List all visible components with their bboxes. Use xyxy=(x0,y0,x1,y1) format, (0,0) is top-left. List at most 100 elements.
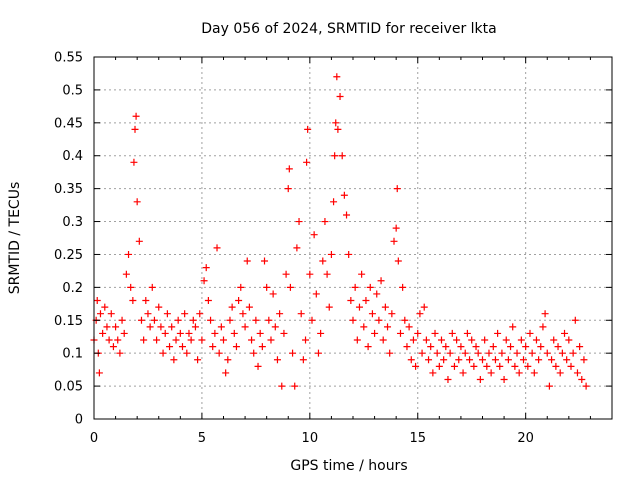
data-point xyxy=(461,349,469,357)
data-point xyxy=(496,362,504,370)
data-point xyxy=(159,349,167,357)
data-point xyxy=(558,349,566,357)
data-point xyxy=(204,297,212,305)
data-point xyxy=(392,224,400,232)
data-point xyxy=(200,277,208,285)
data-point xyxy=(362,297,370,305)
data-point xyxy=(399,283,407,291)
data-point xyxy=(474,349,482,357)
data-point xyxy=(431,329,439,337)
data-point xyxy=(125,250,133,258)
data-point xyxy=(258,343,266,351)
data-point xyxy=(390,237,398,245)
data-point xyxy=(338,152,346,160)
data-point xyxy=(386,349,394,357)
data-point xyxy=(107,310,115,318)
data-point xyxy=(191,323,199,331)
data-point xyxy=(333,73,341,81)
data-point xyxy=(524,362,532,370)
data-point xyxy=(228,303,236,311)
data-point xyxy=(358,270,366,278)
data-point xyxy=(142,297,150,305)
data-point xyxy=(132,112,140,120)
data-point xyxy=(323,270,331,278)
data-point xyxy=(285,165,293,173)
data-point xyxy=(379,336,387,344)
data-point xyxy=(105,336,113,344)
data-point xyxy=(129,297,137,305)
data-point xyxy=(304,125,312,133)
data-point xyxy=(347,297,355,305)
data-point xyxy=(573,369,581,377)
x-tick-label: 5 xyxy=(198,431,206,446)
data-point xyxy=(220,336,227,344)
data-point xyxy=(135,237,143,245)
data-point xyxy=(176,329,184,337)
data-point xyxy=(293,244,301,252)
data-point xyxy=(302,336,310,344)
data-point xyxy=(325,303,333,311)
data-point xyxy=(545,382,553,390)
data-point xyxy=(377,277,385,285)
data-point xyxy=(319,257,327,265)
data-point xyxy=(373,290,381,298)
data-point xyxy=(442,343,450,351)
data-point xyxy=(539,323,547,331)
data-point xyxy=(565,336,573,344)
data-point xyxy=(133,198,141,206)
data-point xyxy=(289,349,297,357)
data-point xyxy=(530,369,538,377)
x-axis-title: GPS time / hours xyxy=(290,458,407,474)
data-point xyxy=(130,158,138,166)
data-point xyxy=(513,349,521,357)
data-point xyxy=(321,218,329,226)
data-point xyxy=(366,283,374,291)
data-point xyxy=(331,152,339,160)
data-point xyxy=(222,369,230,377)
data-points xyxy=(90,73,590,390)
data-point xyxy=(526,329,534,337)
data-point xyxy=(161,329,169,337)
data-point xyxy=(157,323,165,331)
data-point xyxy=(355,303,363,311)
data-point xyxy=(248,336,256,344)
data-point xyxy=(517,336,525,344)
y-tick-label: 0.05 xyxy=(54,380,83,395)
x-tick-label: 20 xyxy=(517,431,534,446)
data-point xyxy=(502,336,510,344)
data-point xyxy=(96,310,104,318)
data-point xyxy=(466,356,474,364)
data-point xyxy=(548,356,556,364)
data-point xyxy=(112,323,120,331)
data-point xyxy=(550,336,558,344)
data-point xyxy=(122,270,130,278)
data-point xyxy=(455,356,463,364)
data-point xyxy=(457,343,465,351)
data-point xyxy=(310,231,318,239)
chart-title: Day 056 of 2024, SRMTID for receiver lkt… xyxy=(201,21,496,37)
data-point xyxy=(183,349,191,357)
y-tick-label: 0.25 xyxy=(54,248,83,263)
data-point xyxy=(235,297,243,305)
data-point xyxy=(491,356,499,364)
data-point xyxy=(444,376,452,384)
data-point xyxy=(448,329,456,337)
x-tick-label: 15 xyxy=(409,431,426,446)
y-tick-label: 0 xyxy=(75,413,83,428)
data-point xyxy=(306,270,314,278)
y-tick-label: 0.35 xyxy=(54,182,83,197)
data-point xyxy=(498,349,506,357)
data-point xyxy=(146,323,154,331)
data-point xyxy=(131,125,139,133)
data-point xyxy=(282,270,290,278)
data-point xyxy=(541,310,549,318)
data-point xyxy=(140,336,148,344)
data-point xyxy=(213,244,221,252)
data-point xyxy=(256,329,264,337)
data-point xyxy=(181,310,189,318)
data-point xyxy=(172,336,180,344)
data-point xyxy=(388,310,396,318)
data-point xyxy=(237,283,245,291)
data-point xyxy=(226,316,234,324)
